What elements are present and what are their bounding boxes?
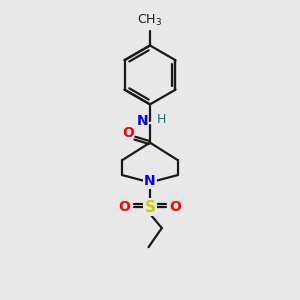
Text: O: O (118, 200, 130, 214)
Text: H: H (157, 113, 166, 126)
Text: O: O (123, 126, 134, 140)
Text: O: O (170, 200, 182, 214)
Text: N: N (144, 174, 156, 188)
Text: S: S (145, 200, 155, 215)
Text: N: N (137, 114, 148, 128)
Text: CH$_3$: CH$_3$ (137, 13, 163, 28)
